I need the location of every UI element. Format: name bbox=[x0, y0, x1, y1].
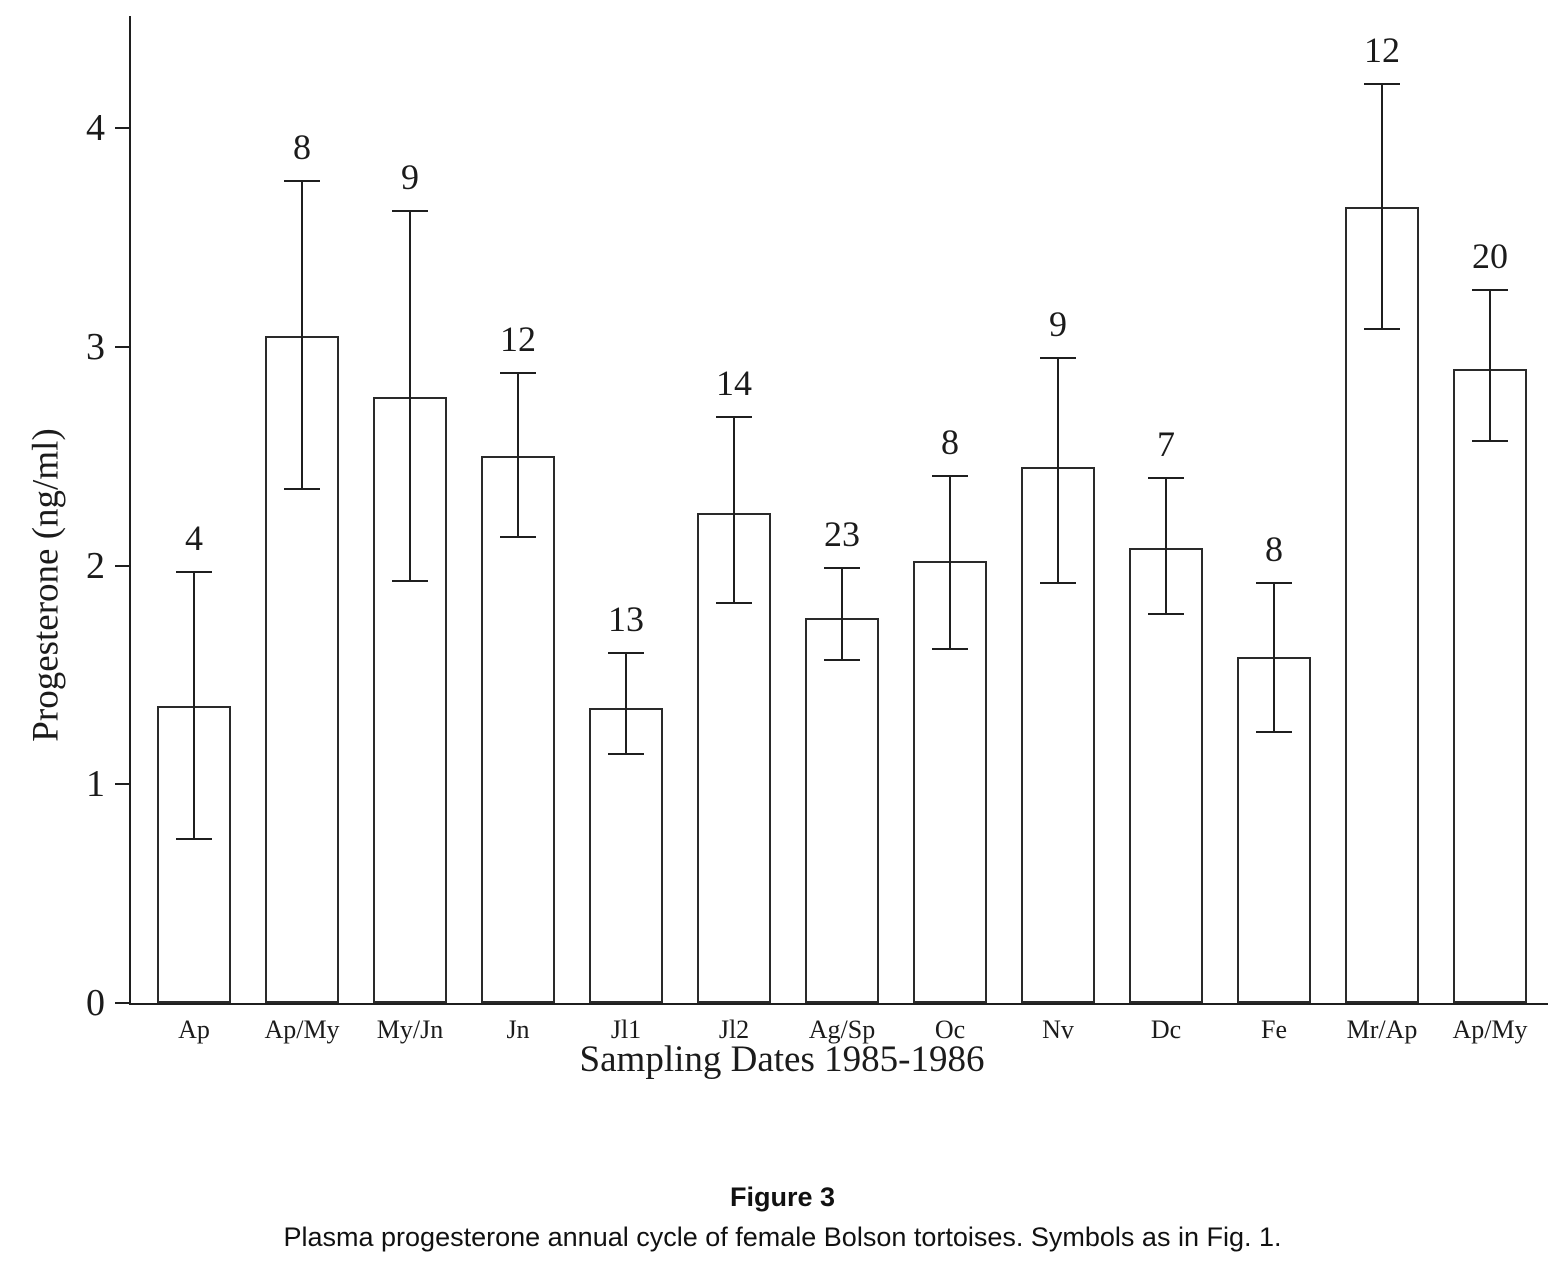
y-axis-tick bbox=[115, 1002, 129, 1004]
x-axis-label: Sampling Dates 1985-1986 bbox=[579, 1039, 985, 1080]
error-bar bbox=[517, 373, 519, 538]
sample-size-label: 23 bbox=[824, 513, 860, 554]
error-bar bbox=[733, 416, 735, 603]
error-bar-cap-top bbox=[716, 415, 752, 418]
error-bar bbox=[301, 180, 303, 489]
caption-title: Figure 3 bbox=[729, 1182, 836, 1212]
error-bar bbox=[625, 653, 627, 754]
x-tick-label: Jl2 bbox=[718, 1015, 750, 1044]
error-bar-cap-top bbox=[608, 652, 644, 654]
error-bar-cap-bottom bbox=[1256, 730, 1292, 733]
error-bar bbox=[1165, 478, 1167, 614]
error-bar-cap-top bbox=[392, 210, 428, 213]
error-bar-cap-top bbox=[1256, 582, 1292, 584]
x-tick-label: Nv bbox=[1042, 1015, 1074, 1044]
y-axis-tick bbox=[115, 783, 129, 786]
x-tick-label: Ap bbox=[178, 1015, 210, 1044]
error-bar-cap-bottom bbox=[1364, 328, 1400, 331]
y-tick-label: 2 bbox=[86, 544, 105, 587]
error-bar bbox=[1057, 357, 1059, 583]
y-axis-line bbox=[129, 16, 131, 1005]
y-axis-tick bbox=[115, 127, 129, 129]
error-bar-cap-bottom bbox=[824, 658, 860, 661]
x-tick-label: Ap/My bbox=[264, 1015, 340, 1044]
bar bbox=[157, 705, 231, 1003]
sample-size-label: 7 bbox=[1157, 424, 1175, 464]
sample-size-label: 4 bbox=[185, 518, 203, 559]
y-tick-label: 0 bbox=[86, 982, 105, 1024]
y-tick-label: 1 bbox=[86, 763, 105, 806]
bar bbox=[1345, 206, 1419, 1003]
bar bbox=[1453, 368, 1527, 1003]
bar bbox=[589, 707, 663, 1003]
sample-size-label: 12 bbox=[1364, 30, 1400, 71]
y-axis-label: Progesterone (ng/ml) bbox=[25, 428, 67, 742]
error-bar-cap-bottom bbox=[1040, 582, 1076, 584]
y-tick-label: 4 bbox=[86, 107, 105, 149]
error-bar-cap-top bbox=[1472, 288, 1508, 291]
error-bar bbox=[1381, 84, 1383, 330]
sample-size-label: 8 bbox=[941, 421, 959, 462]
x-tick-label: Jl1 bbox=[610, 1015, 642, 1044]
error-bar bbox=[409, 211, 411, 581]
error-bar bbox=[949, 475, 951, 649]
error-bar-cap-bottom bbox=[716, 601, 752, 604]
sample-size-label: 14 bbox=[716, 362, 752, 403]
bar bbox=[1129, 548, 1203, 1003]
error-bar bbox=[841, 567, 843, 660]
x-tick-label: Mr/Ap bbox=[1346, 1015, 1418, 1044]
error-bar-cap-top bbox=[1364, 83, 1400, 86]
error-bar bbox=[193, 572, 195, 839]
y-axis-tick bbox=[115, 345, 129, 348]
error-bar-cap-bottom bbox=[1148, 612, 1184, 615]
x-tick-label: Jn bbox=[506, 1015, 530, 1044]
error-bar-cap-top bbox=[284, 179, 320, 182]
error-bar-cap-bottom bbox=[500, 536, 536, 539]
y-tick-label: 3 bbox=[86, 325, 105, 368]
bar bbox=[805, 618, 879, 1003]
sample-size-label: 20 bbox=[1472, 235, 1508, 276]
sample-size-label: 9 bbox=[1049, 303, 1067, 344]
x-tick-label: My/Jn bbox=[376, 1015, 444, 1044]
error-bar-cap-top bbox=[824, 566, 860, 569]
caption-text: Plasma progesterone annual cycle of fema… bbox=[283, 1222, 1282, 1252]
sample-size-label: 8 bbox=[1265, 529, 1283, 569]
error-bar-cap-top bbox=[500, 372, 536, 374]
error-bar-cap-top bbox=[1148, 477, 1184, 479]
sample-size-label: 8 bbox=[293, 126, 311, 167]
error-bar-cap-top bbox=[932, 474, 968, 477]
y-axis-tick bbox=[115, 564, 129, 567]
x-tick-label: Ap/My bbox=[1452, 1015, 1528, 1044]
sample-size-label: 9 bbox=[401, 157, 419, 198]
error-bar-cap-bottom bbox=[1472, 439, 1508, 442]
error-bar-cap-top bbox=[1040, 356, 1076, 359]
error-bar bbox=[1273, 583, 1275, 732]
x-tick-label: Oc bbox=[934, 1015, 966, 1044]
error-bar-cap-bottom bbox=[392, 579, 428, 582]
x-tick-label: Ag/Sp bbox=[808, 1015, 876, 1044]
error-bar-cap-bottom bbox=[176, 837, 212, 840]
sample-size-label: 13 bbox=[608, 599, 644, 639]
x-tick-label: Fe bbox=[1261, 1015, 1287, 1044]
error-bar-cap-bottom bbox=[284, 487, 320, 490]
x-tick-label: Dc bbox=[1150, 1015, 1182, 1044]
error-bar bbox=[1489, 289, 1491, 441]
x-axis-line bbox=[129, 1003, 1548, 1005]
error-bar-cap-bottom bbox=[608, 752, 644, 755]
error-bar-cap-top bbox=[176, 571, 212, 574]
sample-size-label: 12 bbox=[500, 319, 536, 359]
error-bar-cap-bottom bbox=[932, 647, 968, 650]
bar bbox=[481, 456, 555, 1003]
